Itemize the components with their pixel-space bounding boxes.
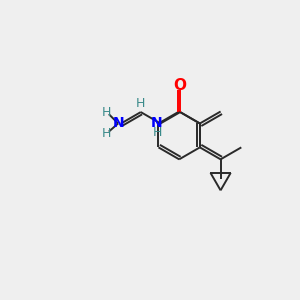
- Text: H: H: [102, 106, 111, 119]
- Text: H: H: [152, 126, 162, 139]
- Text: O: O: [174, 78, 187, 93]
- Text: N: N: [112, 116, 124, 130]
- Text: H: H: [102, 127, 111, 140]
- Text: H: H: [136, 98, 146, 110]
- Text: N: N: [151, 116, 163, 130]
